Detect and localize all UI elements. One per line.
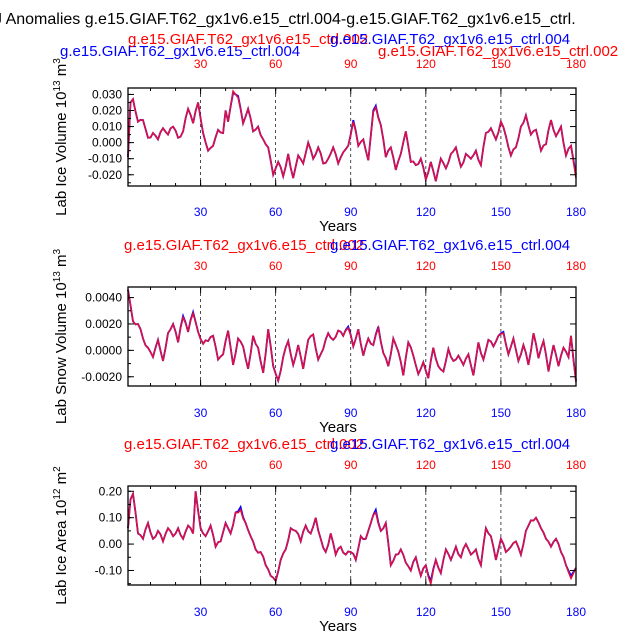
x-tick-label-top: 180 bbox=[566, 458, 586, 472]
y-tick-label: 0.010 bbox=[92, 120, 122, 134]
y-axis-label: Lab Ice Volume 1013 m3 bbox=[52, 58, 70, 216]
x-tick-label-bottom: 150 bbox=[491, 406, 511, 420]
x-tick-label-top: 30 bbox=[194, 57, 208, 71]
x-tick-label-top: 60 bbox=[269, 259, 283, 273]
x-tick-label-bottom: 150 bbox=[491, 205, 511, 219]
x-tick-label-bottom: 150 bbox=[491, 605, 511, 619]
x-tick-label-bottom: 60 bbox=[269, 605, 283, 619]
x-axis-label: Years bbox=[319, 419, 357, 436]
figure-title: J Anomalies g.e15.GIAF.T62_gx1v6.e15_ctr… bbox=[0, 11, 576, 28]
x-tick-label-bottom: 60 bbox=[269, 205, 283, 219]
y-tick-label: 0.0020 bbox=[85, 317, 122, 331]
plot-frame bbox=[127, 87, 577, 187]
panel-1: g.e15.GIAF.T62_gx1v6.e15_ctrl.004g.e15.G… bbox=[52, 31, 618, 235]
x-tick-label-bottom: 90 bbox=[344, 406, 358, 420]
y-tick-label: 0.10 bbox=[99, 511, 123, 525]
panel-3: g.e15.GIAF.T62_gx1v6.e15_ctrl.002g.e15.G… bbox=[52, 436, 586, 635]
x-tick-label-top: 60 bbox=[269, 57, 283, 71]
case-label-blue: g.e15.GIAF.T62_gx1v6.e15_ctrl.004 bbox=[330, 436, 570, 453]
panels: g.e15.GIAF.T62_gx1v6.e15_ctrl.004g.e15.G… bbox=[52, 31, 618, 635]
case-label-red: g.e15.GIAF.T62_gx1v6.e15_ctrl.002 bbox=[124, 237, 364, 254]
case-label-blue-right: g.e15.GIAF.T62_gx1v6.e15_ctrl.004 bbox=[330, 31, 570, 48]
x-tick-label-bottom: 180 bbox=[566, 205, 586, 219]
plot-frame bbox=[127, 286, 577, 387]
x-tick-label-top: 120 bbox=[416, 458, 436, 472]
case-label-blue: g.e15.GIAF.T62_gx1v6.e15_ctrl.004 bbox=[60, 43, 300, 60]
x-tick-label-top: 180 bbox=[566, 259, 586, 273]
series-line-blue bbox=[127, 91, 577, 184]
y-tick-label: 0.000 bbox=[92, 136, 122, 150]
x-tick-label-top: 180 bbox=[566, 57, 586, 71]
x-tick-label-top: 120 bbox=[416, 259, 436, 273]
series-line-red bbox=[127, 89, 577, 183]
x-tick-label-bottom: 90 bbox=[344, 605, 358, 619]
panel-2: g.e15.GIAF.T62_gx1v6.e15_ctrl.002g.e15.G… bbox=[52, 237, 586, 436]
series-line-blue bbox=[127, 289, 577, 384]
x-tick-label-top: 120 bbox=[416, 57, 436, 71]
case-label-blue: g.e15.GIAF.T62_gx1v6.e15_ctrl.004 bbox=[330, 237, 570, 254]
y-tick-label: -0.0020 bbox=[81, 370, 122, 384]
x-tick-label-bottom: 90 bbox=[344, 205, 358, 219]
x-tick-label-top: 30 bbox=[194, 458, 208, 472]
case-label-red: g.e15.GIAF.T62_gx1v6.e15_ctrl.002 bbox=[128, 31, 368, 48]
x-tick-label-top: 90 bbox=[344, 57, 358, 71]
y-tick-label: -0.10 bbox=[95, 563, 123, 577]
x-tick-label-bottom: 120 bbox=[416, 205, 436, 219]
x-tick-label-top: 90 bbox=[344, 458, 358, 472]
x-tick-label-top: 90 bbox=[344, 259, 358, 273]
x-tick-label-top: 30 bbox=[194, 259, 208, 273]
y-tick-label: 0.20 bbox=[99, 484, 123, 498]
x-axis-label: Years bbox=[319, 218, 357, 235]
plot-frame bbox=[127, 485, 577, 586]
x-axis-label: Years bbox=[319, 618, 357, 635]
x-tick-label-top: 150 bbox=[491, 57, 511, 71]
y-tick-label: -0.010 bbox=[88, 152, 122, 166]
y-tick-label: 0.00 bbox=[99, 537, 123, 551]
x-tick-label-top: 150 bbox=[491, 458, 511, 472]
y-tick-label: 0.030 bbox=[92, 87, 122, 101]
x-tick-label-bottom: 120 bbox=[416, 605, 436, 619]
x-tick-label-bottom: 180 bbox=[566, 605, 586, 619]
x-tick-label-bottom: 120 bbox=[416, 406, 436, 420]
x-tick-label-bottom: 30 bbox=[194, 406, 208, 420]
x-tick-label-bottom: 180 bbox=[566, 406, 586, 420]
y-tick-label: 0.0000 bbox=[85, 343, 122, 357]
case-label-red-right: g.e15.GIAF.T62_gx1v6.e15_ctrl.002 bbox=[378, 43, 618, 60]
series-line-red bbox=[127, 289, 577, 384]
y-axis-label: Lab Snow Volume 1013 m3 bbox=[52, 248, 70, 424]
case-label-red: g.e15.GIAF.T62_gx1v6.e15_ctrl.002 bbox=[124, 436, 364, 453]
y-axis-label: Lab Ice Area 1012 m2 bbox=[52, 466, 70, 605]
y-tick-label: 0.020 bbox=[92, 103, 122, 117]
x-tick-label-top: 150 bbox=[491, 259, 511, 273]
series-line-red bbox=[127, 491, 577, 587]
x-tick-label-bottom: 30 bbox=[194, 205, 208, 219]
x-tick-label-top: 60 bbox=[269, 458, 283, 472]
x-tick-label-bottom: 60 bbox=[269, 406, 283, 420]
y-tick-label: -0.020 bbox=[88, 168, 122, 182]
y-tick-label: 0.0040 bbox=[85, 291, 122, 305]
x-tick-label-bottom: 30 bbox=[194, 605, 208, 619]
